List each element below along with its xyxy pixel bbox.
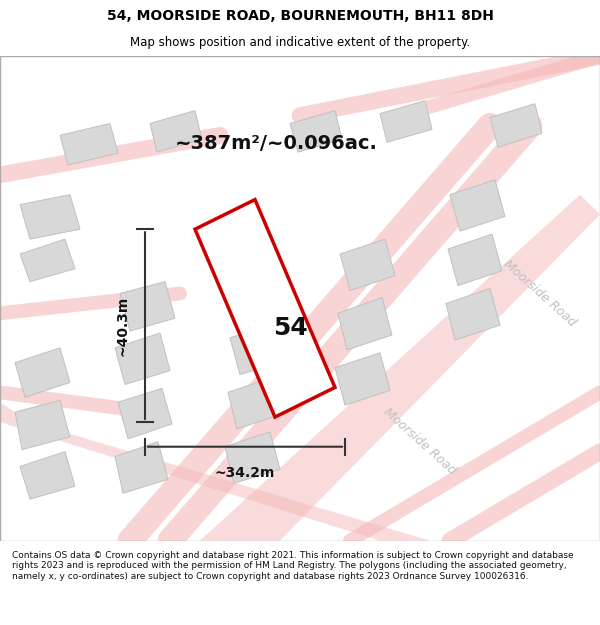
Polygon shape: [380, 101, 432, 142]
Polygon shape: [200, 194, 600, 541]
Polygon shape: [490, 104, 542, 148]
Polygon shape: [118, 388, 172, 439]
Text: Contains OS data © Crown copyright and database right 2021. This information is : Contains OS data © Crown copyright and d…: [12, 551, 574, 581]
Text: Moorside Road: Moorside Road: [501, 258, 579, 329]
Polygon shape: [290, 111, 342, 152]
Polygon shape: [450, 180, 505, 231]
Polygon shape: [15, 348, 70, 398]
Polygon shape: [120, 282, 175, 331]
Polygon shape: [228, 378, 282, 429]
Polygon shape: [115, 333, 170, 384]
Text: ~387m²/~0.096ac.: ~387m²/~0.096ac.: [175, 134, 378, 152]
Polygon shape: [335, 352, 390, 405]
Polygon shape: [150, 111, 202, 152]
Text: Map shows position and indicative extent of the property.: Map shows position and indicative extent…: [130, 36, 470, 49]
Polygon shape: [446, 289, 500, 340]
Polygon shape: [338, 298, 392, 350]
Polygon shape: [0, 402, 430, 541]
Polygon shape: [225, 432, 280, 483]
Polygon shape: [60, 124, 118, 165]
Text: Moorside Road: Moorside Road: [381, 406, 459, 478]
Polygon shape: [448, 234, 502, 286]
Polygon shape: [20, 194, 80, 239]
Polygon shape: [115, 442, 168, 493]
Text: ~40.3m: ~40.3m: [116, 296, 130, 356]
Text: ~34.2m: ~34.2m: [215, 466, 275, 481]
Polygon shape: [195, 199, 335, 417]
Polygon shape: [15, 400, 70, 449]
Polygon shape: [20, 239, 75, 282]
Text: 54, MOORSIDE ROAD, BOURNEMOUTH, BH11 8DH: 54, MOORSIDE ROAD, BOURNEMOUTH, BH11 8DH: [107, 9, 493, 22]
Polygon shape: [230, 323, 285, 374]
Polygon shape: [20, 452, 75, 499]
Polygon shape: [340, 239, 395, 291]
Text: 54: 54: [272, 316, 307, 340]
